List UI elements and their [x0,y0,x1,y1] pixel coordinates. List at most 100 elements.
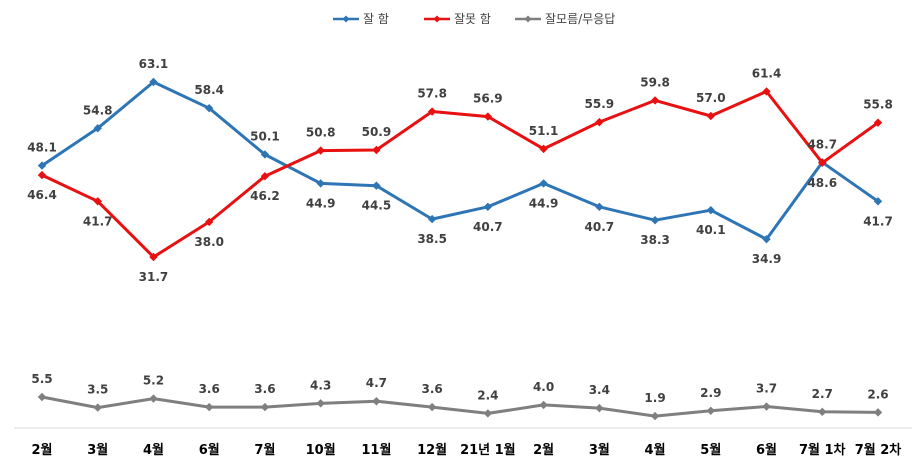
series-1 [37,77,883,244]
series-1-point [37,161,47,170]
series-2-point [260,171,270,181]
series-1-point [873,197,883,206]
series-3-data-label: 5.2 [143,374,164,388]
series-3-data-label: 3.4 [589,383,610,397]
series-2-data-label: 46.2 [250,189,280,203]
series-2-data-label: 57.0 [696,91,726,105]
series-2-point [818,158,827,168]
series-1-data-label: 48.7 [807,137,837,151]
series-3-point [37,392,47,402]
x-tick-label: 5월 [700,442,721,458]
series-1-data-label: 40.7 [585,220,615,234]
series-2-point [539,144,548,154]
legend-item: 잘모름/무응답 [515,12,615,26]
series-2-data-label: 55.8 [863,98,893,112]
x-tick-label: 4월 [143,442,164,458]
series-1-data-label: 50.1 [250,129,280,143]
data-labels-layer: 48.1 54.8 63.1 58.4 50.1 44.9 44.5 38.5 40.7 44.9… [27,57,893,405]
series-3-data-label: 3.6 [199,382,220,396]
series-2-point [873,118,883,127]
legend-marker [342,15,350,23]
x-tick-label: 6월 [756,442,777,458]
x-tick-label: 3월 [87,442,108,458]
series-3-data-label: 5.5 [31,372,52,386]
series-1-point [539,179,548,188]
series-1-data-label: 38.5 [417,232,447,246]
series-2-data-label: 46.4 [27,188,57,202]
series-3-data-label: 3.7 [756,382,777,396]
series-3-point [372,397,381,406]
series-2-point [650,96,660,105]
x-tick-label: 3월 [589,442,610,458]
series-2-data-label: 50.9 [362,125,392,139]
series-1-data-label: 44.9 [306,196,336,210]
series-2-data-label: 59.8 [640,75,670,89]
chart-legend: 잘 함 잘못 함 잘모름/무응답 [333,12,615,26]
legend-label: 잘 함 [363,12,389,26]
series-2-point [149,252,158,262]
series-1-point [149,77,158,87]
series-2-data-label: 57.8 [417,87,447,101]
series-3-point [205,402,214,412]
series-3-data-label: 4.3 [310,378,331,392]
series-1-point [762,234,771,244]
series-1-data-label: 41.7 [863,214,893,228]
series-2-point [205,217,214,227]
series-3-point [93,403,102,412]
series-1-point [650,216,660,225]
series-2-point [762,87,771,96]
series-1-point [372,181,381,190]
series-2-data-label: 55.9 [585,97,615,111]
x-tick-label: 21년 1월 [460,442,516,458]
x-tick-label: 12월 [417,442,447,458]
series-1-data-label: 40.1 [696,223,726,237]
series-2-point [37,170,47,180]
series-2-point [372,145,381,155]
x-tick-label: 10월 [306,442,336,458]
x-tick-label: 6월 [199,442,220,458]
series-1-point [260,150,270,159]
series-1-data-label: 44.5 [362,199,392,213]
series-1-point [205,103,214,113]
series-1-data-label: 63.1 [139,57,169,71]
series-1-data-label: 38.3 [640,233,670,247]
series-2-point [427,107,437,116]
series-2-data-label: 38.0 [194,235,224,249]
series-3-data-label: 3.6 [254,382,275,396]
x-tick-label: 2월 [533,442,554,458]
series-2-point [93,197,102,206]
series-1-data-label: 54.8 [83,103,113,117]
series-1-point [483,202,493,212]
series-3-point [873,408,883,417]
series-layer [37,77,883,421]
series-1-data-label: 40.7 [473,220,503,234]
legend-marker [433,15,441,23]
x-tick-label: 7월 1차 [799,442,846,458]
x-tick-label: 7월 2차 [855,442,902,458]
series-3-data-label: 2.6 [867,387,888,401]
legend-label: 잘모름/무응답 [545,12,615,26]
x-tick-label: 11월 [361,442,391,458]
legend-item: 잘 함 [333,12,389,26]
series-2-data-label: 48.6 [807,176,837,190]
series-2-point [316,146,325,155]
series-3-point [595,403,604,413]
series-3-data-label: 3.6 [422,382,443,396]
series-2-data-label: 50.8 [306,126,336,140]
series-3-data-label: 2.4 [477,388,498,402]
series-3 [37,392,883,421]
series-3-data-label: 2.7 [812,387,833,401]
series-1-point [427,214,437,224]
series-2-data-label: 31.7 [139,270,169,284]
series-3-point [762,402,771,411]
series-3-data-label: 3.5 [87,383,108,397]
series-2-data-label: 61.4 [752,66,782,80]
legend-item: 잘못 함 [424,12,491,26]
series-2 [37,87,883,262]
series-3-point [149,394,158,403]
series-1-point [595,202,604,212]
series-3-point [483,409,493,418]
series-2-point [706,111,715,121]
series-2-point [595,117,604,127]
